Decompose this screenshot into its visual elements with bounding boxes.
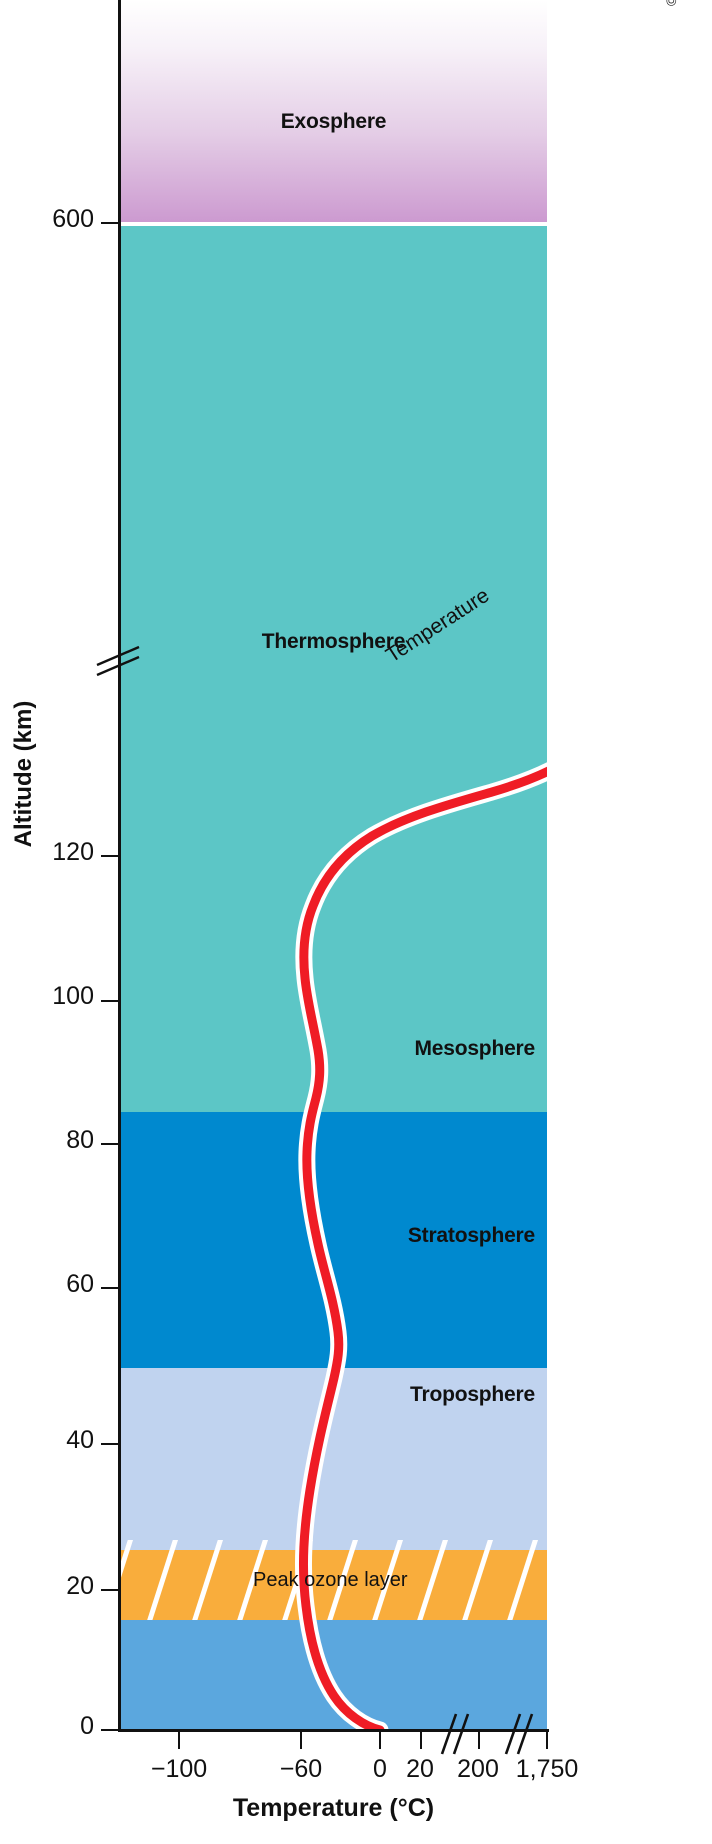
layer-label-exosphere: Exosphere [280,110,387,133]
plot-area: Exosphere Thermosphere Mesosphere Strato… [120,0,547,1730]
layer-label-ozone: Peak ozone layer [253,1569,408,1591]
y-tick-label-600: 600 [52,205,94,233]
x-axis-title: Temperature (°C) [232,1794,435,1822]
x-tick-200 [478,1732,480,1749]
y-tick-40 [101,1443,118,1445]
layer-label-stratosphere: Stratosphere [407,1224,535,1247]
y-tick-label-0: 0 [80,1712,94,1740]
layer-band-thermosphere [120,226,547,1112]
y-axis-line [118,0,121,1732]
layer-band-troposphere [120,1620,547,1730]
layer-label-mesosphere: Mesosphere [414,1037,535,1060]
y-tick-100 [101,1000,118,1002]
y-axis-break-icon [96,645,140,677]
layer-label-troposphere: Troposphere [410,1383,535,1406]
x-tick-label-20: 20 [406,1755,434,1783]
x-tick-label-200: 200 [457,1755,499,1783]
y-axis-title: Altitude (km) [10,700,37,848]
y-tick-60 [101,1287,118,1289]
y-tick-label-60: 60 [66,1270,94,1298]
y-tick-80 [101,1143,118,1145]
x-axis-line [118,1729,549,1732]
layer-label-thermosphere: Thermosphere [261,630,406,653]
layer-band-ozone [120,1540,547,1630]
ozone-hatch-pattern [120,1540,539,1630]
temperature-curve [294,762,547,1730]
y-tick-20 [101,1589,118,1591]
x-axis-break-icon-2 [504,1713,534,1755]
y-tick-120 [101,855,118,857]
x-tick-label-minus60: −60 [279,1755,323,1783]
curve-line [298,766,547,1730]
publisher-credit: © BFW Publishers [663,0,679,6]
x-tick-20 [420,1732,422,1749]
x-tick-label-1750: 1,750 [515,1755,579,1783]
x-tick-minus100 [178,1732,180,1749]
y-tick-600 [101,222,118,224]
y-tick-label-100: 100 [52,982,94,1010]
x-tick-1750 [546,1732,548,1749]
y-tick-label-40: 40 [66,1426,94,1454]
x-tick-label-minus100: −100 [150,1755,208,1783]
x-tick-minus60 [300,1732,302,1749]
x-axis-break-icon-1 [440,1713,470,1755]
y-tick-label-20: 20 [66,1572,94,1600]
y-tick-label-120: 120 [52,838,94,866]
x-tick-0 [379,1732,381,1749]
layer-band-exosphere [120,0,547,222]
x-tick-label-0: 0 [373,1755,387,1783]
curve-halo [294,762,547,1730]
y-tick-0 [101,1729,118,1731]
y-tick-label-80: 80 [66,1126,94,1154]
